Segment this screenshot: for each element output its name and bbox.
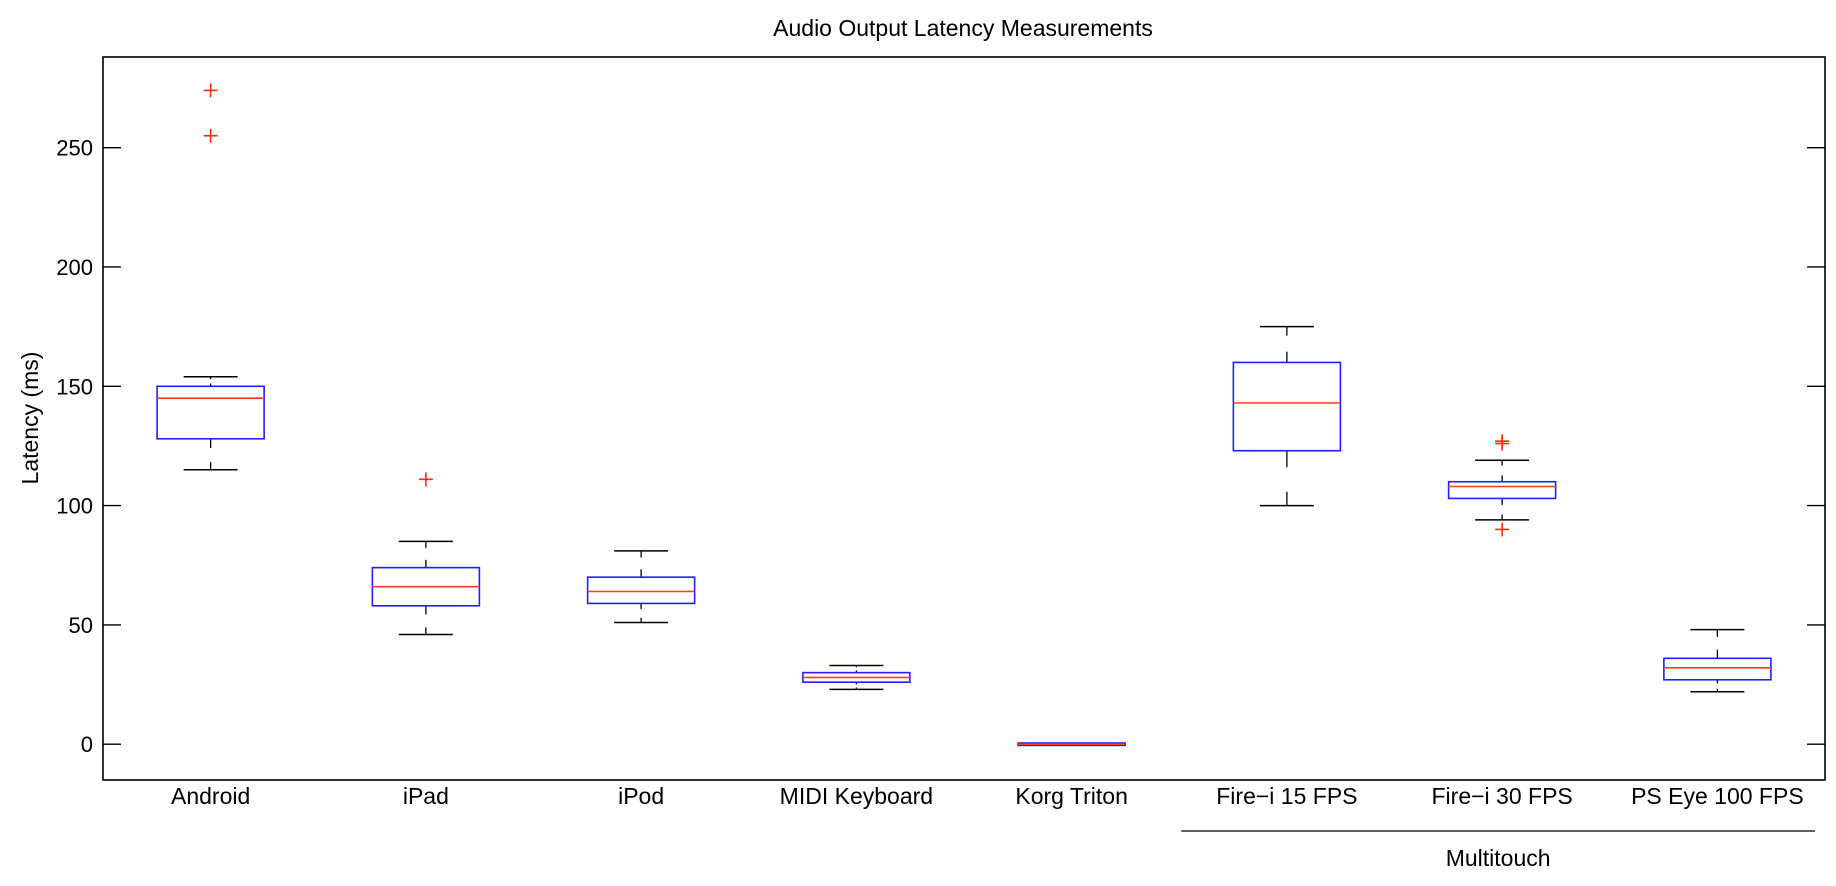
box-5 [1232,325,1342,507]
box-4 [1017,742,1126,747]
box-3 [802,664,911,691]
box-2 [586,550,696,624]
box-iqr [586,576,696,605]
y-tick-label: 200 [56,255,93,280]
x-category-label: iPad [403,783,449,809]
y-tick-label: 250 [56,136,93,161]
chart-title: Audio Output Latency Measurements [773,15,1153,41]
y-tick-label: 100 [56,494,93,519]
box-series [156,83,1772,747]
y-axis-label: Latency (ms) [17,352,43,485]
box-7 [1663,628,1772,693]
group-label: Multitouch [1446,845,1551,871]
x-axis-category-labels: Android iPad iPod MIDI Keyboard Korg Triton F… [171,783,1804,809]
box-0 [156,83,265,471]
box-iqr [156,385,265,440]
y-tick-label: 50 [69,613,93,638]
box-iqr [1663,657,1772,681]
box-iqr [1232,361,1342,452]
x-category-label: iPod [618,783,664,809]
multitouch-group-annotation: Multitouch [1181,830,1815,871]
y-axis-ticks: 0 50 100 150 200 250 [56,136,1825,757]
plot-area-frame [102,56,1826,781]
x-category-label: MIDI Keyboard [780,783,933,809]
box-1 [371,472,481,636]
y-tick-label: 150 [56,374,93,399]
box-iqr [1447,480,1557,500]
x-category-label: Fire−i 30 FPS [1432,783,1573,809]
x-category-label: Android [171,783,250,809]
y-tick-label: 0 [81,732,93,757]
x-category-label: Korg Triton [1015,783,1128,809]
x-category-label: PS Eye 100 FPS [1631,783,1804,809]
box-6 [1447,434,1557,537]
x-category-label: Fire−i 15 FPS [1216,783,1357,809]
